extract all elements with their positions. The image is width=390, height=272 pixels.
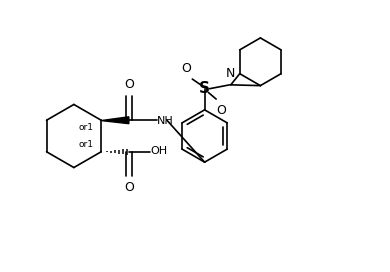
Text: S: S — [199, 81, 210, 96]
Text: or1: or1 — [78, 140, 94, 149]
Text: O: O — [216, 104, 226, 117]
Polygon shape — [101, 117, 129, 124]
Text: O: O — [124, 181, 134, 194]
Text: NH: NH — [157, 116, 174, 126]
Text: O: O — [182, 62, 191, 75]
Text: N: N — [226, 67, 236, 80]
Text: O: O — [124, 78, 134, 91]
Text: OH: OH — [151, 146, 168, 156]
Text: or1: or1 — [78, 123, 94, 132]
